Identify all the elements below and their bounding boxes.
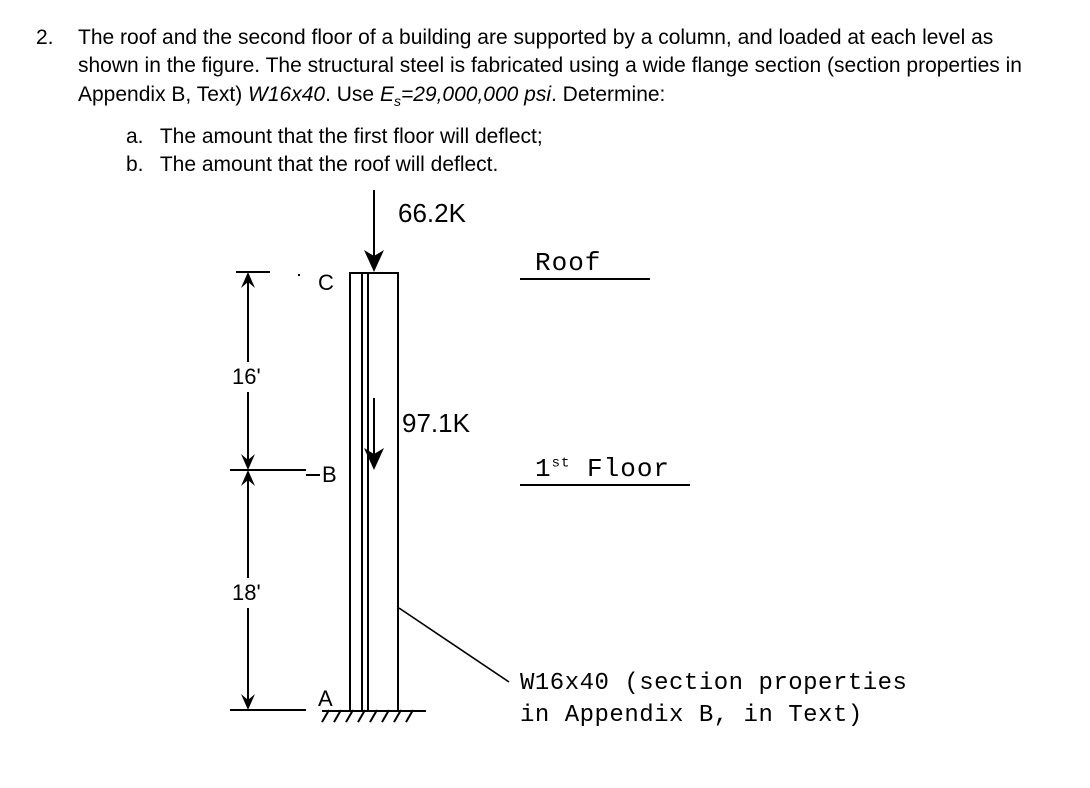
sub-a-text: The amount that the first floor will def… bbox=[160, 123, 543, 151]
problem-text-end: . Determine: bbox=[551, 83, 665, 106]
dash-B bbox=[306, 474, 320, 476]
problem-number: 2. bbox=[36, 24, 78, 52]
problem-text-mid: . Use bbox=[325, 83, 380, 106]
dim-upper-label: 16' bbox=[228, 362, 265, 392]
column-diagram: 66.2K 97.1K Roof 1st Floor C B A 16' 18' bbox=[0, 180, 1090, 760]
dim-lower-label: 18' bbox=[228, 578, 265, 608]
first-floor-underline bbox=[520, 484, 690, 486]
section-designation: W16x40 bbox=[248, 83, 325, 106]
section-note: W16x40 (section properties in Appendix B… bbox=[520, 668, 907, 733]
section-note-line1: W16x40 (section properties bbox=[520, 668, 907, 700]
column-lower bbox=[349, 470, 399, 710]
first-floor-label: 1st Floor bbox=[535, 454, 670, 484]
ground-hatch bbox=[322, 710, 426, 726]
point-B: B bbox=[322, 462, 337, 488]
force-roof-label: 66.2K bbox=[398, 198, 466, 229]
force-floor-label: 97.1K bbox=[402, 408, 470, 439]
problem-body: The roof and the second floor of a build… bbox=[78, 24, 1048, 111]
E-value: =29,000,000 psi bbox=[401, 83, 551, 106]
E-subscript: s bbox=[394, 93, 401, 109]
point-C: C bbox=[318, 270, 334, 296]
E-symbol: E bbox=[380, 83, 394, 106]
leader-line bbox=[399, 608, 529, 688]
sub-b-letter: b. bbox=[126, 151, 154, 179]
problem-statement: 2.The roof and the second floor of a bui… bbox=[36, 24, 1054, 111]
point-A: A bbox=[318, 686, 333, 712]
sub-b-text: The amount that the roof will deflect. bbox=[160, 151, 499, 179]
sub-item-b: b. The amount that the roof will deflect… bbox=[126, 151, 1054, 179]
section-note-line2: in Appendix B, in Text) bbox=[520, 700, 907, 732]
sub-item-a: a. The amount that the first floor will … bbox=[126, 123, 1054, 151]
force-arrow-roof bbox=[362, 190, 388, 272]
column-top-cap bbox=[349, 272, 399, 274]
tick-C bbox=[298, 274, 300, 276]
roof-label: Roof bbox=[535, 248, 601, 278]
force-arrow-first-floor bbox=[362, 398, 388, 470]
sub-a-letter: a. bbox=[126, 123, 154, 151]
roof-underline bbox=[520, 278, 650, 280]
